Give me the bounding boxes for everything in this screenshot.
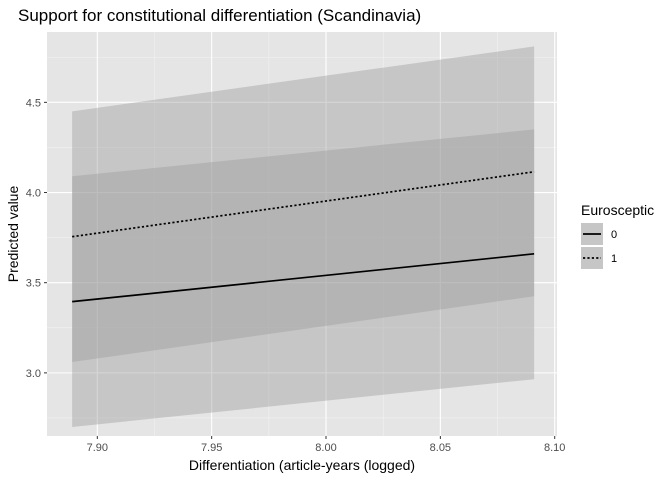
y-tick-label: 3.0 [26, 368, 41, 380]
y-axis-title: Predicted value [5, 186, 21, 283]
ribbon-series-1 [72, 46, 535, 427]
y-tick-label: 3.5 [26, 278, 41, 290]
line-series-0 [72, 252, 535, 303]
legend-label-0: 0 [611, 229, 617, 241]
y-tick-label: 4.0 [26, 188, 41, 200]
plot-panel [47, 32, 557, 436]
legend: Eurosceptic 0 1 [581, 202, 654, 269]
x-tick-label: 7.90 [87, 442, 108, 454]
confidence-ribbons [72, 46, 535, 427]
x-tick-label: 7.95 [201, 442, 222, 454]
x-tick-label: 8.05 [430, 442, 451, 454]
grid [47, 32, 557, 436]
x-axis: 7.90 7.95 8.00 8.05 8.10 [87, 436, 565, 454]
legend-title: Eurosceptic [581, 202, 654, 218]
x-axis-title: Differentiation (article-years (logged) [189, 457, 415, 473]
y-tick-label: 4.5 [26, 97, 41, 109]
y-axis: 3.0 3.5 4.0 4.5 [26, 97, 47, 380]
legend-label-1: 1 [611, 253, 617, 265]
ribbon-series-0 [72, 129, 535, 363]
chart-title: Support for constitutional differentiati… [18, 6, 421, 25]
series-lines [72, 170, 535, 303]
line-series-1 [72, 170, 535, 238]
x-tick-label: 8.00 [315, 442, 336, 454]
x-tick-label: 8.10 [544, 442, 565, 454]
